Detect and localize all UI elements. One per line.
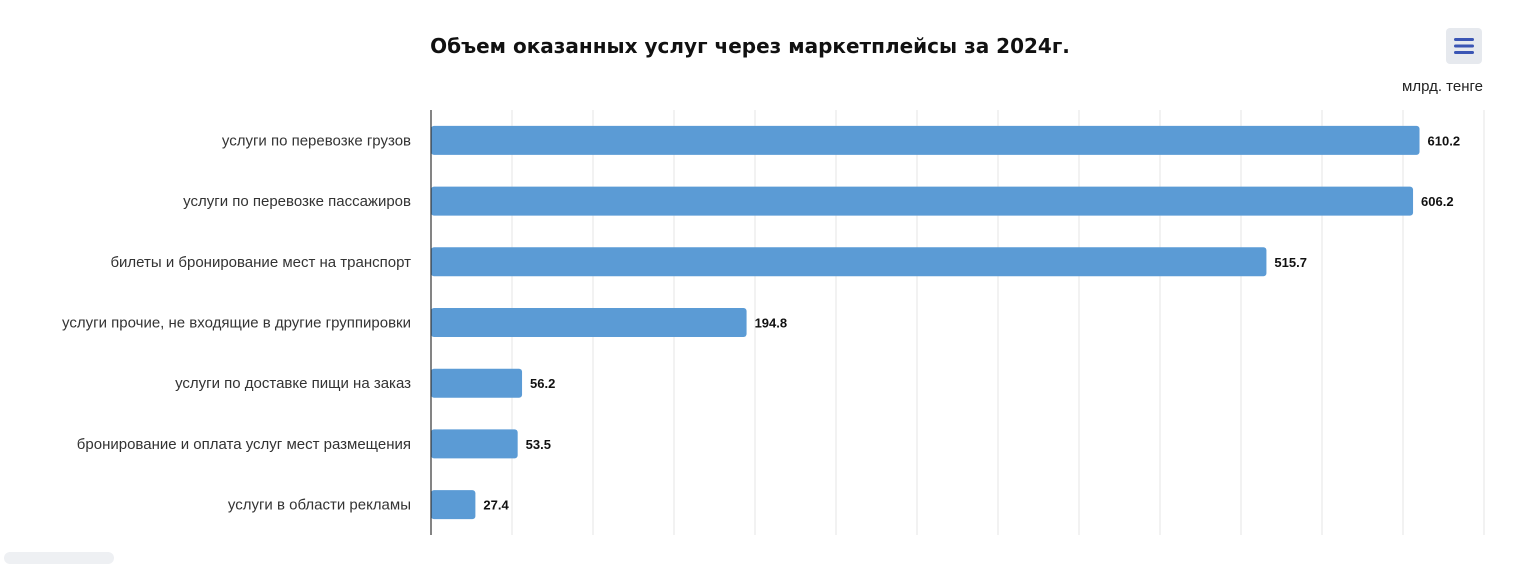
data-label: 515.7 — [1274, 255, 1307, 270]
data-label: 606.2 — [1421, 194, 1454, 209]
data-label: 194.8 — [755, 316, 788, 331]
bar[interactable] — [431, 247, 1267, 277]
data-label: 53.5 — [526, 437, 551, 452]
category-label: билеты и бронирование мест на транспорт — [110, 254, 411, 271]
category-label: бронирование и оплата услуг мест размеще… — [77, 436, 411, 453]
category-label: услуги прочие, не входящие в другие груп… — [62, 315, 411, 332]
bar[interactable] — [431, 308, 747, 337]
grid-lines — [511, 110, 1485, 535]
unit-label: млрд. тенге — [1402, 78, 1483, 95]
bar[interactable] — [431, 368, 523, 398]
category-label: услуги по перевозке грузов — [222, 132, 411, 149]
bars — [431, 125, 1420, 520]
data-label: 27.4 — [483, 498, 509, 513]
category-label: услуги по доставке пищи на заказ — [175, 375, 411, 392]
bar[interactable] — [431, 490, 476, 520]
data-label: 56.2 — [530, 376, 555, 391]
hamburger-menu-icon — [1454, 38, 1474, 54]
category-label: услуги в области рекламы — [228, 497, 411, 514]
category-label: услуги по перевозке пассажиров — [183, 193, 411, 210]
value-labels: 610.2 606.2 515.7 194.8 56.2 53.5 27.4 — [483, 133, 1460, 512]
chart-menu-button[interactable] — [1446, 28, 1482, 64]
bar[interactable] — [431, 186, 1414, 216]
category-labels: услуги по перевозке грузов услуги по пере… — [62, 132, 411, 513]
chart-title: Объем оказанных услуг через маркетплейсы… — [430, 34, 1070, 58]
data-label: 610.2 — [1428, 133, 1461, 148]
bottom-scroll-tab[interactable] — [4, 552, 114, 564]
bar[interactable] — [431, 429, 518, 459]
bar[interactable] — [431, 125, 1420, 155]
